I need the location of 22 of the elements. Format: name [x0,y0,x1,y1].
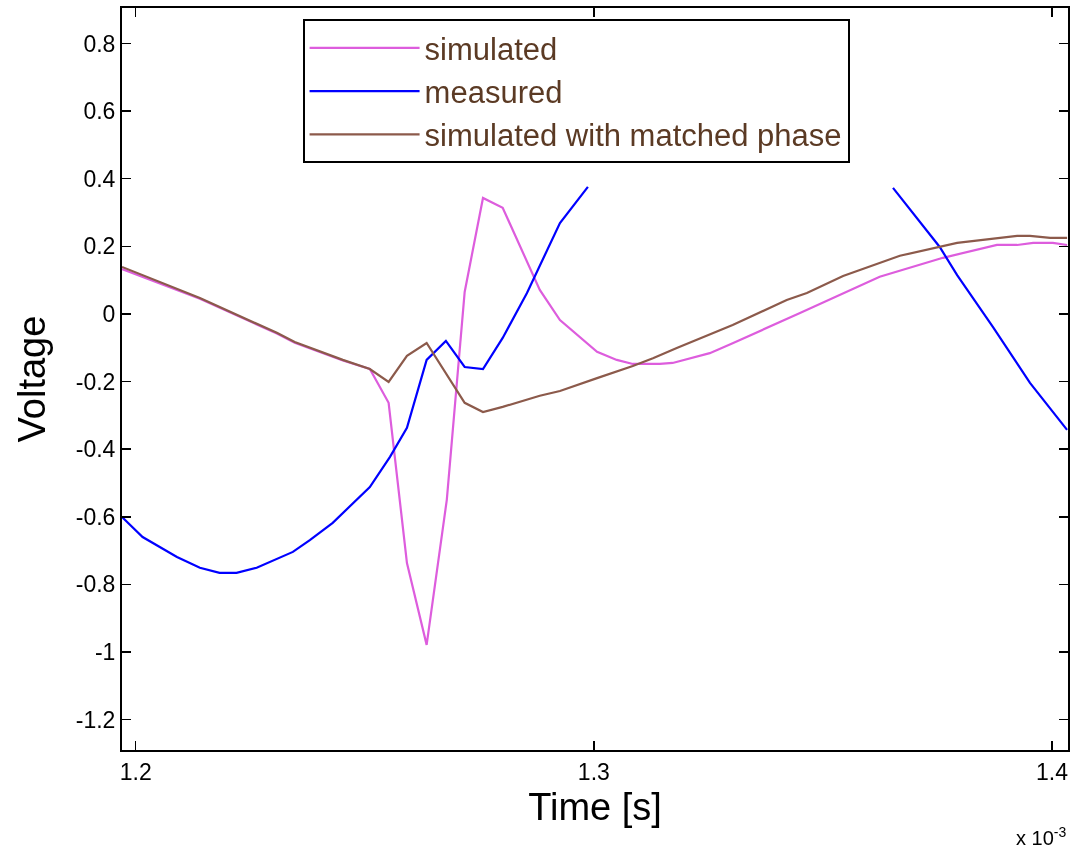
legend-label: measured [424,75,563,111]
x-tick-label: 1.3 [577,758,610,785]
y-tick-label: -0.8 [75,571,116,598]
y-tick-label: -0.2 [75,368,116,395]
x-tick-label: 1.2 [119,758,152,785]
line-series [122,196,1068,646]
y-tick-label: -1 [94,639,116,666]
y-axis-title: Voltage [11,315,54,443]
x-tick-label: 1.4 [1035,758,1069,785]
y-tick-label: 0.6 [83,98,116,125]
y-tick-label: -0.6 [75,503,116,530]
y-tick-label: -1.2 [75,706,116,733]
legend-label: simulated [424,31,558,67]
y-tick-label: -0.4 [75,436,116,463]
line-series [122,234,1068,414]
x-axis-title: Time [s] [528,786,662,829]
text: x 10$^{-3}$ [1016,824,1067,845]
y-tick-label: 0.2 [83,233,116,260]
legend-label: simulated with matched phase [424,118,842,154]
y-tick-label: 0 [102,300,116,327]
y-tick-label: 0.8 [83,30,116,57]
y-tick-label: 0.4 [83,165,116,192]
